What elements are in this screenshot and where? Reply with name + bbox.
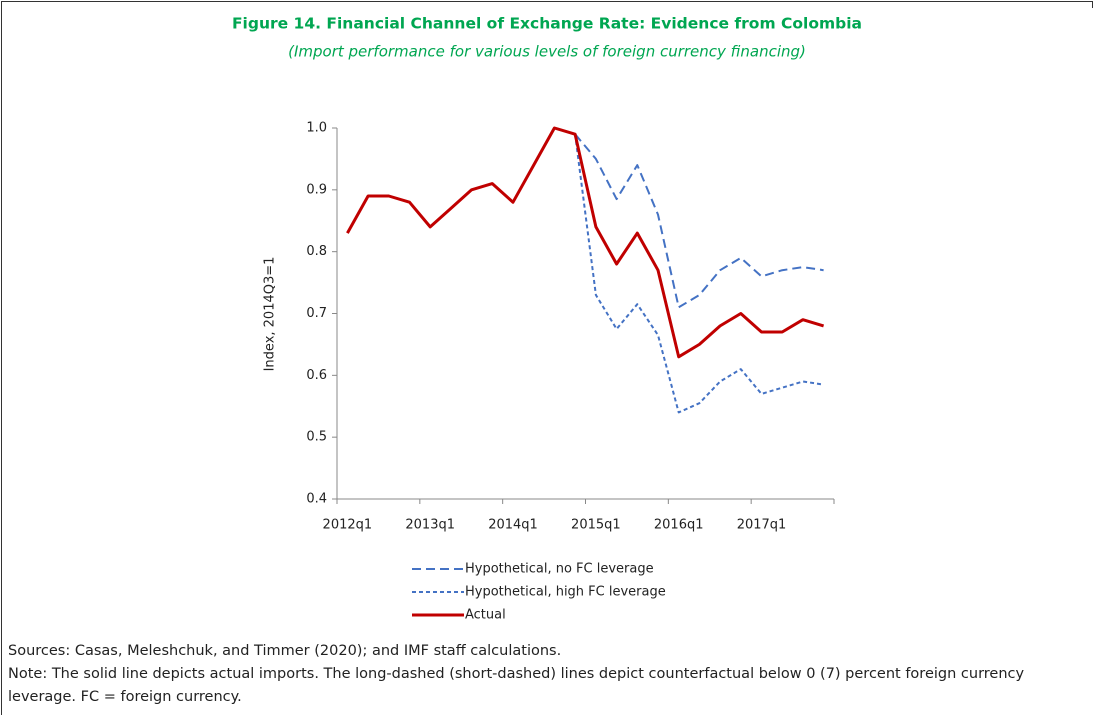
series-line <box>574 133 824 309</box>
x-tick-label: 2015q1 <box>571 518 621 533</box>
legend-label: Hypothetical, high FC leverage <box>465 585 666 600</box>
series-line <box>346 126 825 359</box>
x-tick-label: 2012q1 <box>323 518 373 533</box>
series-line <box>574 134 824 414</box>
y-tick-label: 0.4 <box>306 492 327 507</box>
y-tick-label: 0.5 <box>306 430 327 445</box>
note: Note: The solid line depicts actual impo… <box>8 666 1025 705</box>
x-tick-label: 2017q1 <box>737 518 787 533</box>
sources: Sources: Casas, Meleshchuk, and Timmer (… <box>8 643 562 659</box>
chart-title: Figure 14. Financial Channel of Exchange… <box>232 15 862 33</box>
x-tick-label: 2016q1 <box>654 518 704 533</box>
legend-label: Actual <box>465 608 506 623</box>
y-axis-label: Index, 2014Q3=1 <box>263 257 278 372</box>
y-tick-label: 0.7 <box>306 306 327 321</box>
y-tick-label: 1.0 <box>306 121 327 136</box>
y-tick-label: 0.6 <box>306 368 327 383</box>
y-tick-label: 0.9 <box>306 182 327 197</box>
legend-label: Hypothetical, no FC leverage <box>465 562 654 577</box>
footnotes: Sources: Casas, Meleshchuk, and Timmer (… <box>8 640 1088 709</box>
x-tick-label: 2014q1 <box>488 518 538 533</box>
chart-subtitle: (Import performance for various levels o… <box>288 43 806 61</box>
x-tick-label: 2013q1 <box>405 518 455 533</box>
y-tick-label: 0.8 <box>306 244 327 259</box>
